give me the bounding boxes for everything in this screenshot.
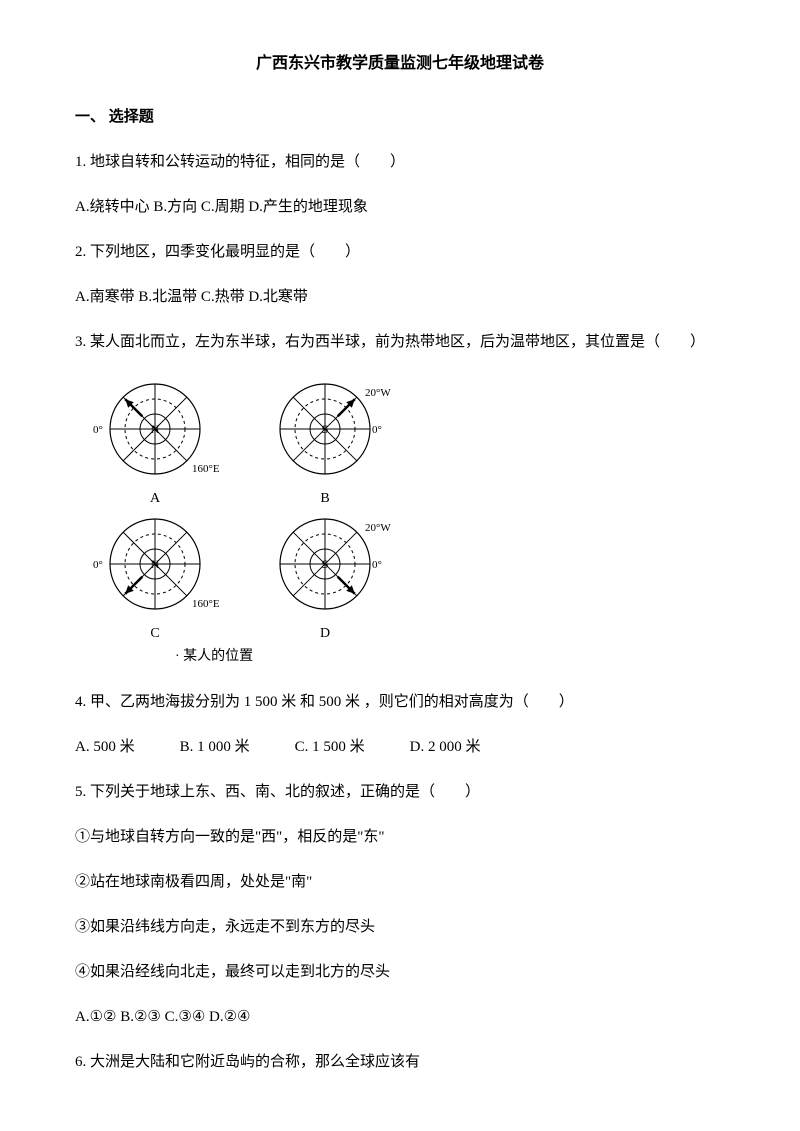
q1-stem: 1. 地球自转和公转运动的特征，相同的是（ ）: [75, 149, 725, 176]
svg-text:20°W: 20°W: [365, 522, 391, 534]
globe-label-a: A: [85, 486, 225, 511]
exam-title: 广西东兴市教学质量监测七年级地理试卷: [75, 50, 725, 79]
q4-opt-a: A. 500 米: [75, 734, 135, 761]
svg-text:20°W: 20°W: [365, 387, 391, 399]
q5-options: A.①② B.②③ C.③④ D.②④: [75, 1004, 725, 1031]
q4-opt-b: B. 1 000 米: [180, 734, 250, 761]
svg-text:0°: 0°: [93, 424, 103, 436]
globe-a: N 0°160°E A: [85, 374, 225, 504]
q3-diagram: N 0° 160°E A S 0° 20°W B: [85, 374, 725, 669]
q4-opt-c: C. 1 500 米: [295, 734, 365, 761]
globe-label-b: B: [255, 486, 395, 511]
question-3: 3. 某人面北而立，左为东半球，右为西半球，前为热带地区，后为温带地区，其位置是…: [75, 329, 725, 356]
q5-s2: ②站在地球南极看四周，处处是"南": [75, 869, 725, 896]
q5-s4: ④如果沿经线向北走，最终可以走到北方的尽头: [75, 959, 725, 986]
globe-label-d: D: [255, 621, 395, 646]
question-5: 5. 下列关于地球上东、西、南、北的叙述，正确的是（ ）: [75, 779, 725, 806]
svg-text:160°E: 160°E: [192, 598, 220, 610]
globe-label-c: C: [85, 621, 225, 646]
svg-text:0°: 0°: [93, 559, 103, 571]
q4-opt-d: D. 2 000 米: [410, 734, 481, 761]
q2-stem: 2. 下列地区，四季变化最明显的是（ ）: [75, 239, 725, 266]
svg-text:160°E: 160°E: [192, 463, 220, 475]
svg-text:S: S: [322, 422, 329, 436]
svg-text:S: S: [322, 557, 329, 571]
q4-stem: 4. 甲、乙两地海拔分别为 1 500 米 和 500 米 ，则它们的相对高度为…: [75, 689, 725, 716]
question-2: 2. 下列地区，四季变化最明显的是（ ）: [75, 239, 725, 266]
svg-text:0°: 0°: [372, 559, 382, 571]
q5-s1: ①与地球自转方向一致的是"西"，相反的是"东": [75, 824, 725, 851]
q6-stem: 6. 大洲是大陆和它附近岛屿的合称，那么全球应该有: [75, 1049, 725, 1076]
svg-text:N: N: [151, 557, 160, 571]
globe-c: N 0°160°E C: [85, 509, 225, 639]
question-4: 4. 甲、乙两地海拔分别为 1 500 米 和 500 米 ，则它们的相对高度为…: [75, 689, 725, 716]
diagram-caption: · 某人的位置: [175, 644, 725, 669]
section-1-heading: 一、 选择题: [75, 104, 725, 131]
q4-options: A. 500 米 B. 1 000 米 C. 1 500 米 D. 2 000 …: [75, 734, 725, 761]
question-6: 6. 大洲是大陆和它附近岛屿的合称，那么全球应该有: [75, 1049, 725, 1076]
q2-options: A.南寒带 B.北温带 C.热带 D.北寒带: [75, 284, 725, 311]
q5-stem: 5. 下列关于地球上东、西、南、北的叙述，正确的是（ ）: [75, 779, 725, 806]
question-1: 1. 地球自转和公转运动的特征，相同的是（ ）: [75, 149, 725, 176]
q3-stem: 3. 某人面北而立，左为东半球，右为西半球，前为热带地区，后为温带地区，其位置是…: [75, 329, 725, 356]
globe-b: S 0°20°W B: [255, 374, 395, 504]
q1-options: A.绕转中心 B.方向 C.周期 D.产生的地理现象: [75, 194, 725, 221]
q5-s3: ③如果沿纬线方向走，永远走不到东方的尽头: [75, 914, 725, 941]
globe-d: S 0°20°W D: [255, 509, 395, 639]
svg-text:N: N: [151, 422, 160, 436]
svg-text:0°: 0°: [372, 424, 382, 436]
